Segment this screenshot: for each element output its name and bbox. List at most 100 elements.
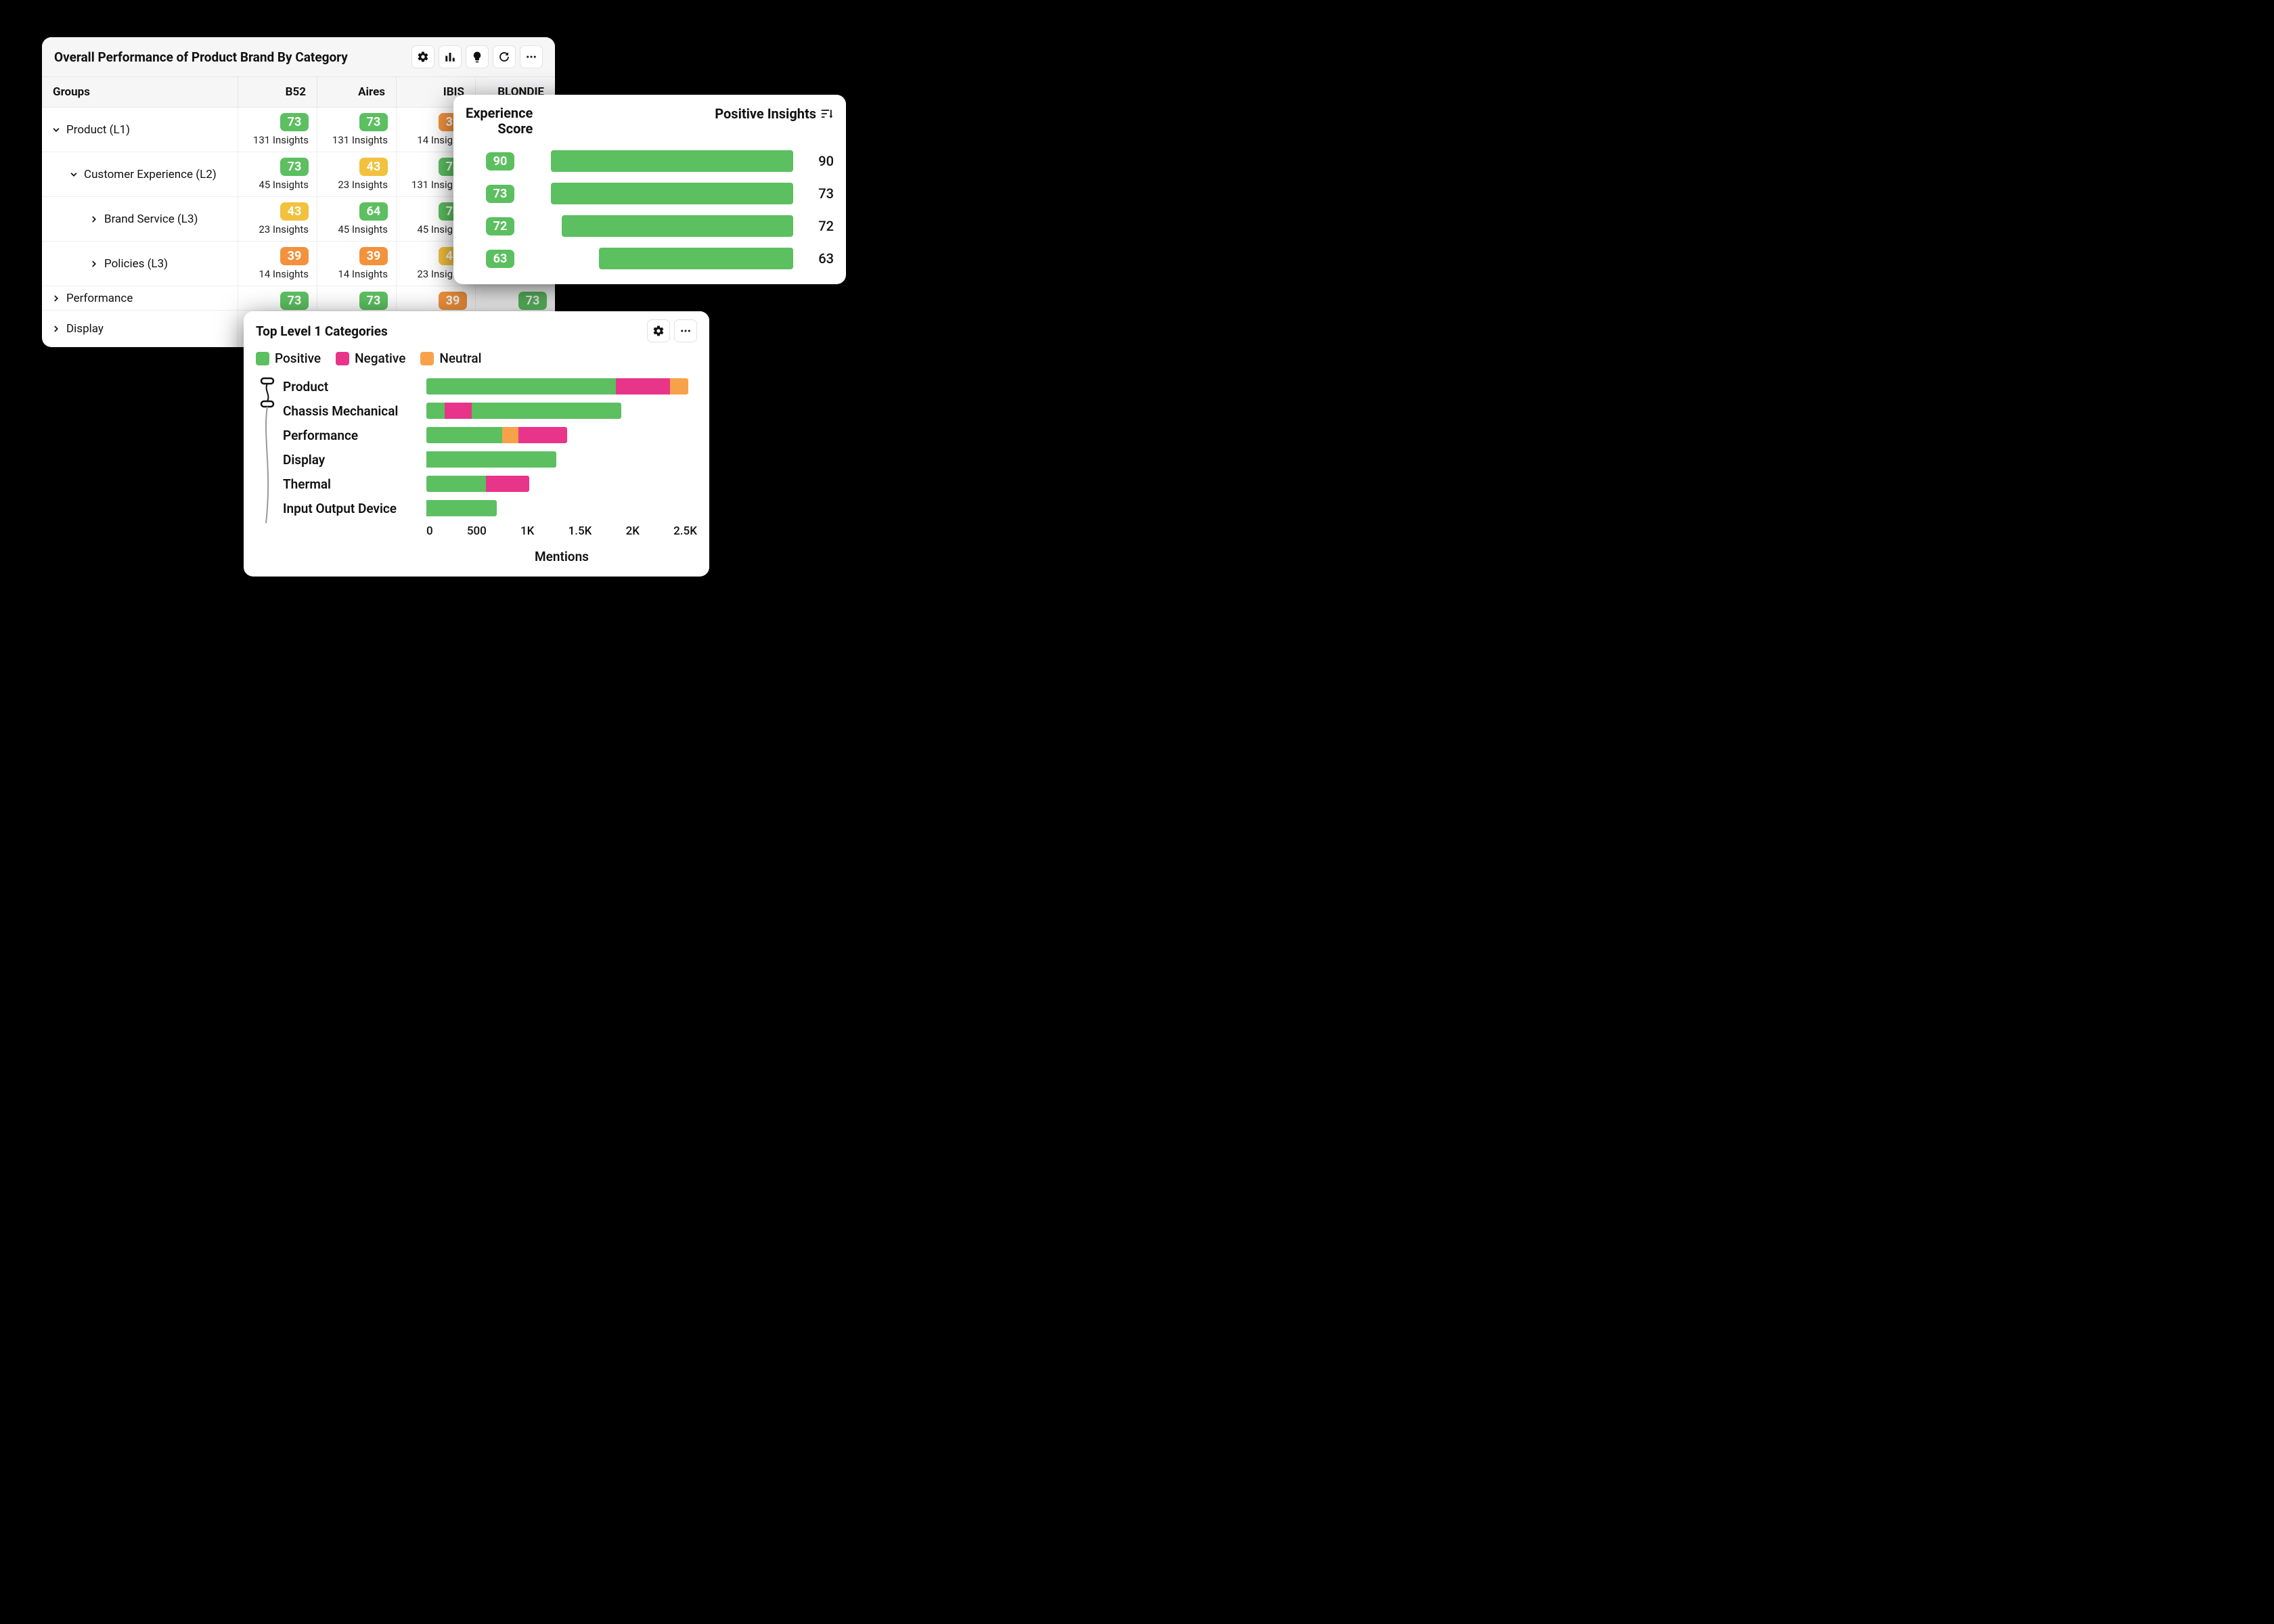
stacked-bar	[426, 451, 697, 468]
bar-fill	[599, 248, 793, 269]
bar-segment	[472, 403, 621, 419]
group-cell[interactable]: Performance	[42, 286, 238, 310]
score-badge: 73	[486, 185, 514, 203]
chart-button[interactable]	[439, 45, 462, 68]
axis-tick: 0	[426, 524, 433, 538]
more-icon	[525, 51, 537, 63]
category-name: Input Output Device	[283, 501, 426, 516]
bar-track	[524, 150, 793, 172]
score-cell[interactable]: 73	[238, 286, 317, 310]
score-badge: 43	[280, 202, 309, 221]
insights-button[interactable]	[466, 45, 489, 68]
score-cell[interactable]: 43 23 Insights	[238, 197, 317, 241]
score-badge: 39	[359, 247, 388, 265]
bar-segment	[502, 427, 518, 443]
legend-item[interactable]: Neutral	[420, 351, 481, 366]
axis-tick: 1.5K	[568, 524, 592, 538]
legend-item[interactable]: Positive	[256, 351, 321, 366]
category-rows: Product Chassis Mechanical Performance D…	[283, 374, 697, 520]
insights-count: 14 Insights	[259, 268, 309, 280]
category-row[interactable]: Display	[283, 447, 697, 472]
insights-count: 14 Insights	[338, 268, 388, 280]
experience-row: 90 90	[466, 145, 834, 177]
card-title: Overall Performance of Product Brand By …	[54, 49, 348, 65]
legend-item[interactable]: Negative	[336, 351, 405, 366]
legend-label: Neutral	[439, 351, 481, 366]
score-cell[interactable]: 73 131 Insights	[317, 108, 397, 152]
groups-column-header: Groups	[42, 77, 238, 107]
category-row[interactable]: Thermal	[283, 472, 697, 496]
score-badge: 73	[359, 113, 388, 131]
card-title: Top Level 1 Categories	[256, 323, 388, 339]
category-row[interactable]: Product	[283, 374, 697, 399]
score-cell[interactable]: 39 14 Insights	[238, 242, 317, 286]
matrix-row: Performance 73 73 39 73	[42, 286, 555, 311]
insights-count: 131 Insights	[332, 134, 388, 146]
group-label: Policies (L3)	[104, 257, 168, 271]
bar-segment	[426, 476, 486, 492]
score-cell[interactable]: 73	[476, 286, 555, 310]
category-row[interactable]: Chassis Mechanical	[283, 399, 697, 423]
score-cell[interactable]: 39 14 Insights	[317, 242, 397, 286]
group-cell[interactable]: Customer Experience (L2)	[42, 152, 238, 196]
stacked-bar	[426, 427, 697, 443]
lightbulb-icon	[471, 51, 483, 63]
bar-segment	[445, 403, 472, 419]
category-row[interactable]: Input Output Device	[283, 496, 697, 520]
more-icon	[679, 325, 692, 337]
group-cell[interactable]: Policies (L3)	[42, 242, 238, 286]
score-badge: 64	[359, 202, 388, 221]
chevron-right-icon	[51, 294, 61, 303]
refresh-icon	[498, 51, 510, 63]
insights-count: 23 Insights	[338, 179, 388, 191]
experience-score-card: Experience Score Positive Insights 90 90…	[453, 95, 846, 284]
bar-value: 72	[803, 218, 834, 234]
card-header: Overall Performance of Product Brand By …	[42, 37, 555, 77]
score-cell[interactable]: 73	[317, 286, 397, 310]
label-line: Score	[497, 120, 533, 137]
score-badge: 73	[359, 292, 388, 310]
bar-track	[524, 183, 793, 204]
legend: Positive Negative Neutral	[244, 345, 709, 374]
more-button[interactable]	[520, 45, 543, 68]
score-cell[interactable]: 73 131 Insights	[238, 108, 317, 152]
column-header[interactable]: B52	[238, 77, 317, 107]
score-cell[interactable]: 43 23 Insights	[317, 152, 397, 196]
connector-decoration	[256, 374, 276, 567]
category-name: Chassis Mechanical	[283, 403, 426, 419]
bar-value: 63	[803, 250, 834, 267]
group-cell[interactable]: Product (L1)	[42, 108, 238, 152]
bar-segment	[486, 476, 529, 492]
stacked-bar	[426, 403, 697, 419]
category-name: Thermal	[283, 476, 426, 492]
sort-control[interactable]: Positive Insights	[715, 106, 834, 122]
category-name: Display	[283, 452, 426, 468]
legend-label: Positive	[275, 351, 321, 366]
column-header[interactable]: Aires	[317, 77, 397, 107]
chevron-right-icon	[51, 324, 61, 334]
bar-value: 90	[803, 153, 834, 169]
settings-button[interactable]	[411, 45, 434, 68]
axis-tick: 2.5K	[673, 524, 697, 538]
gear-icon	[417, 51, 429, 63]
category-row[interactable]: Performance	[283, 423, 697, 447]
score-cell[interactable]: 73 45 Insights	[238, 152, 317, 196]
score-badge: 43	[359, 158, 388, 176]
axis-tick: 1K	[520, 524, 534, 538]
bar-segment	[426, 500, 497, 516]
more-button[interactable]	[674, 319, 697, 342]
category-name: Product	[283, 379, 426, 394]
settings-button[interactable]	[647, 319, 670, 342]
score-badge: 73	[518, 292, 547, 310]
group-cell[interactable]: Brand Service (L3)	[42, 197, 238, 241]
group-cell[interactable]: Display	[42, 311, 238, 347]
legend-swatch	[420, 352, 434, 365]
bar-segment	[426, 451, 556, 468]
refresh-button[interactable]	[493, 45, 516, 68]
bar-segment	[426, 427, 502, 443]
score-cell[interactable]: 39	[397, 286, 476, 310]
group-label: Customer Experience (L2)	[84, 168, 217, 181]
bar-value: 73	[803, 185, 834, 202]
chevron-right-icon	[89, 215, 99, 224]
score-cell[interactable]: 64 45 Insights	[317, 197, 397, 241]
